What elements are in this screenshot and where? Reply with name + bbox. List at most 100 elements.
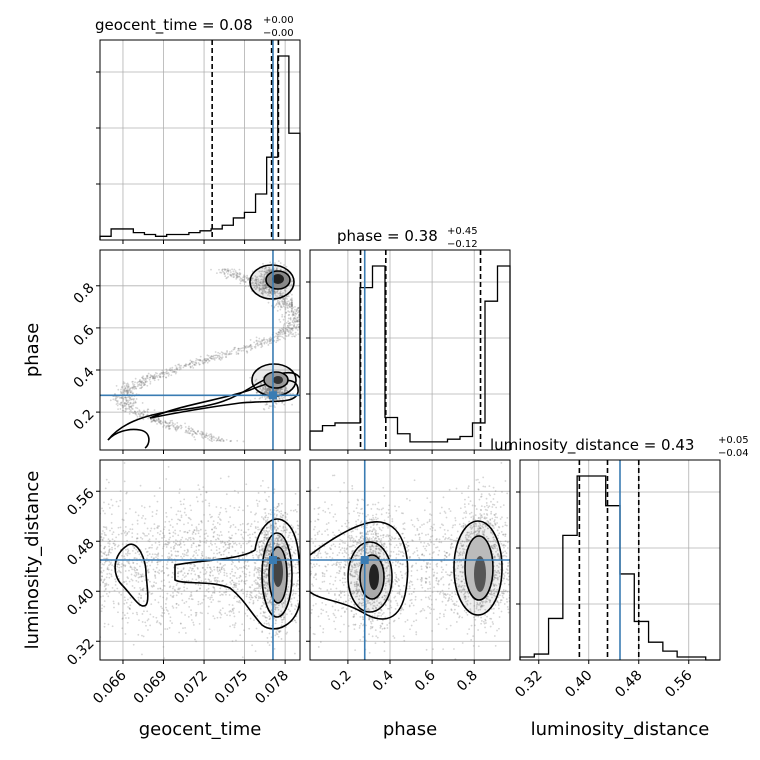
sample-point bbox=[134, 401, 137, 404]
sample-point bbox=[153, 376, 156, 379]
sample-point bbox=[277, 390, 280, 393]
sample-point bbox=[207, 578, 210, 581]
sample-point bbox=[130, 391, 133, 394]
sample-point bbox=[127, 389, 130, 392]
sample-point bbox=[294, 331, 297, 334]
sample-point bbox=[266, 518, 269, 521]
sample-point bbox=[290, 299, 293, 301]
sample-point bbox=[243, 276, 246, 279]
sample-point bbox=[193, 436, 196, 438]
sample-point bbox=[218, 572, 220, 575]
sample-point bbox=[229, 516, 231, 519]
sample-point bbox=[169, 369, 172, 372]
sample-point bbox=[200, 430, 203, 433]
sample-point bbox=[194, 573, 197, 576]
sample-point bbox=[219, 439, 222, 442]
sample-point bbox=[223, 352, 225, 355]
sample-point bbox=[158, 621, 161, 624]
sample-point bbox=[286, 302, 288, 305]
sample-point bbox=[185, 554, 188, 557]
sample-point bbox=[268, 269, 270, 272]
sample-point bbox=[280, 602, 283, 605]
sample-point bbox=[266, 574, 269, 576]
sample-point bbox=[273, 647, 276, 650]
sample-point bbox=[291, 328, 294, 330]
sample-point bbox=[266, 388, 269, 391]
sample-point bbox=[224, 353, 227, 356]
sample-point bbox=[297, 307, 300, 310]
sample-point bbox=[142, 600, 145, 603]
sample-point bbox=[116, 587, 119, 590]
sample-point bbox=[152, 375, 155, 377]
sample-point bbox=[135, 579, 138, 582]
sample-point bbox=[143, 383, 146, 385]
sample-point bbox=[195, 590, 198, 592]
sample-point bbox=[208, 504, 211, 507]
sample-point bbox=[127, 403, 130, 406]
sample-point bbox=[277, 260, 280, 262]
sample-point bbox=[220, 534, 223, 537]
sample-point bbox=[290, 283, 293, 286]
sample-point bbox=[134, 410, 136, 413]
sample-point bbox=[263, 280, 265, 283]
sample-point bbox=[129, 391, 132, 394]
sample-point bbox=[159, 530, 162, 532]
sample-point bbox=[265, 553, 267, 555]
sample-point bbox=[258, 337, 261, 340]
sample-point bbox=[188, 427, 191, 430]
sample-point bbox=[223, 268, 226, 270]
sample-point bbox=[246, 523, 249, 526]
sample-point bbox=[248, 277, 250, 280]
sample-point bbox=[282, 330, 285, 333]
sample-point bbox=[142, 415, 145, 417]
sample-point bbox=[154, 372, 157, 374]
sample-point bbox=[241, 570, 244, 573]
sample-point bbox=[167, 543, 169, 546]
sample-point bbox=[124, 548, 127, 551]
sample-point bbox=[224, 591, 227, 594]
sample-point bbox=[269, 340, 272, 342]
sample-point bbox=[264, 266, 267, 269]
sample-point bbox=[187, 432, 190, 434]
sample-point bbox=[136, 415, 139, 418]
sample-point bbox=[237, 556, 240, 559]
sample-point bbox=[241, 522, 244, 525]
sample-point bbox=[195, 359, 197, 362]
sample-point bbox=[193, 563, 196, 566]
sample-point bbox=[284, 331, 287, 334]
sample-point bbox=[215, 579, 218, 582]
sample-point bbox=[263, 530, 266, 532]
sample-point bbox=[255, 336, 258, 339]
sample-point bbox=[124, 390, 126, 393]
sample-point bbox=[230, 554, 233, 557]
sample-point bbox=[258, 283, 260, 286]
sample-point bbox=[273, 611, 276, 613]
sample-point bbox=[291, 310, 293, 313]
sample-point bbox=[265, 526, 268, 529]
sample-point bbox=[189, 538, 192, 541]
sample-point bbox=[257, 278, 260, 281]
sample-point bbox=[156, 546, 159, 549]
sample-point bbox=[248, 601, 251, 604]
sample-point bbox=[139, 387, 141, 390]
sample-point bbox=[275, 530, 278, 533]
sample-point bbox=[279, 536, 282, 539]
sample-point bbox=[229, 269, 231, 272]
sample-point bbox=[284, 332, 287, 335]
sample-point bbox=[259, 585, 262, 588]
sample-point bbox=[191, 598, 194, 601]
sample-point bbox=[243, 347, 246, 350]
sample-point bbox=[232, 540, 234, 543]
sample-point bbox=[249, 598, 252, 601]
sample-point bbox=[171, 421, 174, 424]
sample-point bbox=[295, 605, 298, 608]
sample-point bbox=[264, 287, 267, 290]
sample-point bbox=[214, 580, 217, 583]
sample-point bbox=[196, 433, 198, 436]
sample-point bbox=[241, 551, 244, 554]
sample-point bbox=[146, 619, 149, 622]
sample-point bbox=[265, 576, 268, 579]
sample-point bbox=[149, 613, 152, 616]
sample-point bbox=[175, 366, 178, 369]
sample-point bbox=[103, 557, 106, 560]
